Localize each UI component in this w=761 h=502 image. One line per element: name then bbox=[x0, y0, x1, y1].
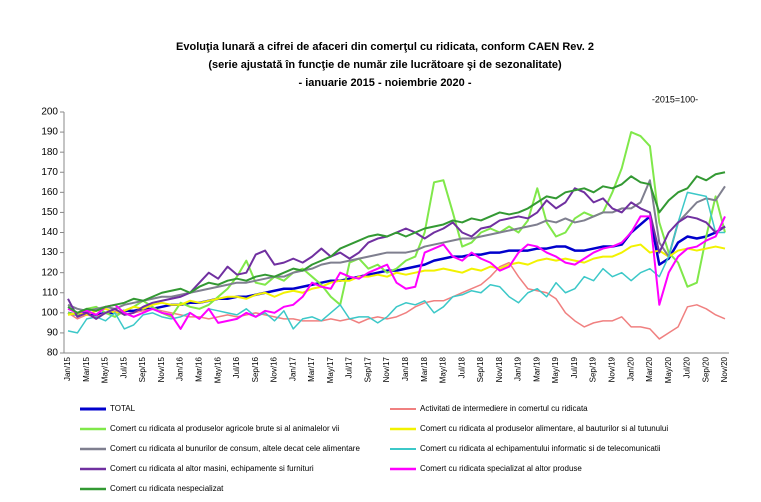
x-tick-label: Sep/16 bbox=[251, 356, 260, 382]
y-tick-label: 130 bbox=[41, 247, 58, 258]
y-tick-label: 170 bbox=[41, 167, 58, 178]
series-line bbox=[67, 243, 726, 316]
y-tick-label: 80 bbox=[47, 348, 59, 359]
x-tick-label: Jul/16 bbox=[232, 356, 241, 378]
x-tick-label: Mar/19 bbox=[532, 356, 541, 381]
series-line bbox=[67, 179, 726, 312]
x-tick-label: May/16 bbox=[213, 356, 222, 383]
x-tick-label: Sep/20 bbox=[701, 356, 710, 382]
y-tick-label: 90 bbox=[47, 328, 59, 339]
x-tick-label: May/18 bbox=[439, 356, 448, 383]
legend-label: Comert cu ridicata nespecializat bbox=[110, 484, 224, 493]
x-tick-label: Sep/18 bbox=[476, 356, 485, 382]
series-line bbox=[67, 131, 726, 318]
y-tick-label: 200 bbox=[41, 107, 58, 118]
x-tick-label: Sep/15 bbox=[138, 356, 147, 382]
chart-period: - ianuarie 2015 - noiembrie 2020 - bbox=[298, 77, 471, 89]
x-tick-label: Jan/19 bbox=[514, 356, 523, 381]
y-tick-label: 120 bbox=[41, 267, 58, 278]
base-note: -2015=100- bbox=[652, 94, 698, 104]
x-tick-label: Jul/15 bbox=[119, 356, 128, 378]
x-tick-label: Jan/20 bbox=[626, 356, 635, 381]
x-tick-label: Jul/18 bbox=[457, 356, 466, 378]
series-line bbox=[67, 191, 725, 334]
x-tick-label: Jan/15 bbox=[63, 356, 72, 381]
y-tick-label: 190 bbox=[41, 127, 58, 138]
legend-label: Comert cu ridicata al produselor agricol… bbox=[110, 424, 340, 433]
x-tick-label: Nov/20 bbox=[720, 356, 729, 382]
y-tick-label: 160 bbox=[41, 187, 58, 198]
x-tick-label: Sep/17 bbox=[363, 356, 372, 382]
x-tick-label: Mar/16 bbox=[195, 356, 204, 381]
x-tick-label: Jan/16 bbox=[176, 356, 185, 381]
chart-title: Evoluţia lunară a cifrei de afaceri din … bbox=[176, 41, 594, 53]
x-tick-label: Jan/18 bbox=[401, 356, 410, 381]
x-tick-label: May/20 bbox=[664, 356, 673, 383]
x-tick-label: Nov/16 bbox=[270, 356, 279, 382]
x-tick-label: May/15 bbox=[101, 356, 110, 383]
legend-label: Comert cu ridicata al produselor aliment… bbox=[420, 424, 668, 433]
legend-label: Comert cu ridicata al echipamentului inf… bbox=[420, 444, 661, 453]
x-tick-label: Jan/17 bbox=[288, 356, 297, 381]
y-tick-label: 140 bbox=[41, 227, 58, 238]
x-tick-label: Mar/18 bbox=[420, 356, 429, 381]
x-tick-label: Nov/18 bbox=[495, 356, 504, 382]
chart-subtitle: (serie ajustată în funcţie de număr zile… bbox=[208, 59, 562, 71]
legend-label: Comert cu ridicata al altor masini, echi… bbox=[110, 464, 314, 473]
legend-label: Comert cu ridicata al bunurilor de consu… bbox=[110, 444, 360, 453]
y-tick-label: 150 bbox=[41, 207, 58, 218]
x-tick-label: Jul/17 bbox=[345, 356, 354, 378]
x-tick-label: Mar/15 bbox=[82, 356, 91, 381]
x-tick-label: Jul/19 bbox=[570, 356, 579, 378]
x-tick-label: Jul/20 bbox=[683, 356, 692, 378]
x-tick-label: Nov/19 bbox=[607, 356, 616, 382]
legend-label: Comert cu ridicata specializat al altor … bbox=[420, 464, 582, 473]
series-line bbox=[67, 187, 726, 320]
legend-label: Activitati de intermediere in comertul c… bbox=[420, 404, 588, 413]
series-line bbox=[67, 215, 726, 330]
series-line bbox=[67, 171, 726, 314]
y-tick-label: 180 bbox=[41, 147, 58, 158]
legend-label: TOTAL bbox=[110, 404, 136, 413]
y-tick-label: 100 bbox=[41, 307, 58, 318]
x-tick-label: Sep/19 bbox=[589, 356, 598, 382]
x-tick-label: May/17 bbox=[326, 356, 335, 383]
x-tick-label: Mar/17 bbox=[307, 356, 316, 381]
y-tick-label: 110 bbox=[42, 287, 58, 298]
x-tick-label: Mar/20 bbox=[645, 356, 654, 381]
series-line bbox=[67, 261, 726, 340]
x-tick-label: Nov/15 bbox=[157, 356, 166, 382]
x-tick-label: Nov/17 bbox=[382, 356, 391, 382]
x-tick-label: May/19 bbox=[551, 356, 560, 383]
